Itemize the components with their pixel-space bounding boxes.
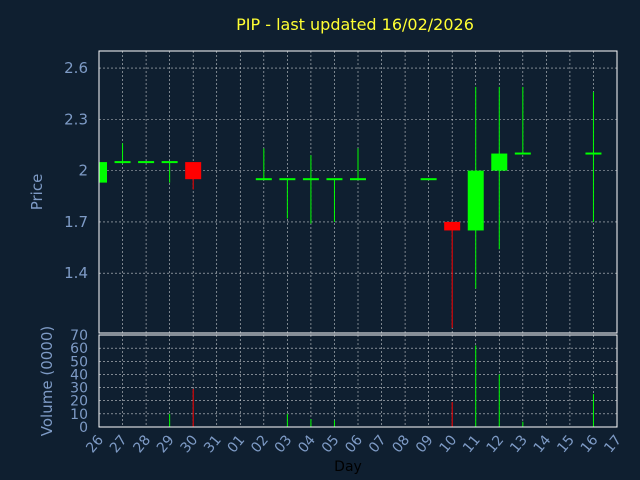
- x-tick-label: 31: [201, 432, 225, 456]
- x-tick-label: 16: [578, 432, 602, 456]
- price-tick-label: 1.7: [64, 213, 88, 231]
- price-plot-frame: [98, 50, 618, 334]
- x-tick-label: 11: [460, 432, 484, 456]
- price-panel: 2.6 2.3 2 1.7 1.4 Price: [28, 50, 618, 334]
- candle-body: [99, 162, 107, 183]
- candle-body: [161, 161, 178, 164]
- volume-tick-label: 70: [70, 328, 88, 344]
- x-tick-label: 12: [484, 432, 508, 456]
- x-tick-label: 08: [389, 432, 413, 456]
- x-tick-label: 07: [366, 432, 390, 456]
- chart-title: PIP - last updated 16/02/2026: [236, 15, 474, 34]
- x-axis-ticks: 26 27 28 29 30 31 01 02 03 04 05 06 07 08 09 10 11 12 13 14…: [83, 432, 625, 456]
- volume-tick-label: 0: [79, 420, 88, 436]
- volume-tick-label: 50: [70, 354, 88, 370]
- volume-plot-frame: [98, 334, 618, 428]
- volume-axis-label: Volume (0000): [38, 326, 56, 436]
- x-tick-label: 05: [319, 432, 343, 456]
- candle-body: [326, 178, 343, 181]
- x-tick-label: 04: [295, 432, 319, 456]
- x-tick-label: 01: [225, 432, 249, 456]
- price-axis-label: Price: [28, 174, 46, 211]
- x-tick-label: 27: [107, 432, 131, 456]
- x-tick-label: 14: [531, 432, 555, 456]
- candle-body: [114, 161, 131, 164]
- price-tick-label: 1.4: [64, 264, 88, 282]
- x-tick-label: 30: [178, 432, 202, 456]
- candle-body: [185, 162, 202, 180]
- price-grid: [99, 51, 617, 333]
- candle-body: [467, 170, 484, 231]
- candle-body: [279, 178, 296, 181]
- candle-body: [444, 221, 461, 231]
- x-axis-label: Day: [334, 459, 362, 475]
- candle-body: [138, 161, 155, 164]
- candle-body: [302, 178, 319, 181]
- x-tick-label: 15: [554, 432, 578, 456]
- candle-body: [255, 178, 272, 181]
- candle-body: [514, 152, 531, 155]
- x-tick-label: 13: [507, 432, 531, 456]
- x-tick-label: 02: [248, 432, 272, 456]
- x-tick-label: 29: [154, 432, 178, 456]
- price-tick-label: 2.3: [64, 110, 88, 128]
- candle-body: [585, 152, 602, 155]
- volume-tick-label: 30: [70, 381, 88, 397]
- candle-body: [350, 178, 366, 181]
- volume-bars: [169, 345, 594, 427]
- x-tick-label: 09: [413, 432, 437, 456]
- candle-body: [420, 178, 437, 181]
- x-tick-label: 06: [342, 432, 366, 456]
- volume-grid: [99, 334, 617, 428]
- volume-tick-label: 40: [70, 367, 88, 383]
- candle-body: [491, 153, 508, 171]
- price-axis-ticks: 2.6 2.3 2 1.7 1.4: [64, 59, 88, 282]
- x-tick-label: 10: [437, 432, 461, 456]
- price-tick-label: 2: [78, 162, 88, 180]
- volume-tick-label: 10: [70, 407, 88, 423]
- price-candles: [98, 86, 602, 328]
- volume-tick-label: 20: [70, 394, 88, 410]
- x-tick-label: 28: [130, 432, 154, 456]
- volume-tick-label: 60: [70, 341, 88, 357]
- price-tick-label: 2.6: [64, 59, 88, 77]
- x-tick-label: 03: [272, 432, 296, 456]
- x-tick-label: 17: [601, 432, 625, 456]
